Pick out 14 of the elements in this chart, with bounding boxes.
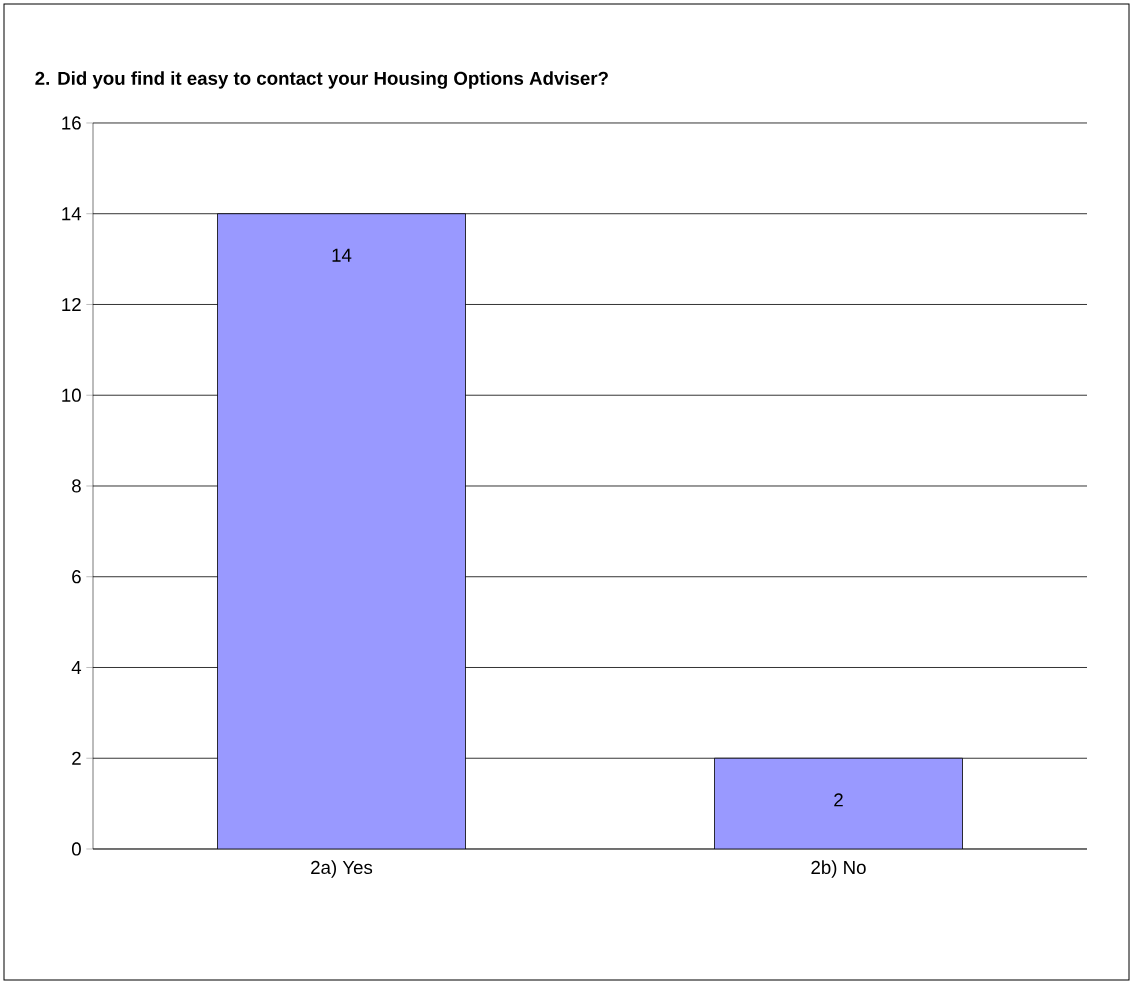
y-tick-label: 0	[71, 842, 81, 856]
data-label: 14	[332, 248, 352, 262]
y-tick-label: 8	[72, 479, 81, 493]
x-tick-label: 2a) Yes	[311, 860, 373, 878]
y-tick-label: 6	[72, 570, 81, 584]
y-tick-label: 4	[71, 661, 82, 674]
data-label: 2	[834, 793, 843, 807]
y-tick-label: 12	[62, 297, 81, 311]
y-tick-label: 10	[62, 388, 81, 402]
chart-title: 2. Did you find it easy to contact your Housing Options Adviser?	[35, 71, 608, 89]
y-tick-label: 16	[62, 116, 81, 130]
y-tick-label: 2	[72, 751, 81, 765]
x-tick-label: 2b) No	[811, 860, 866, 878]
y-tick-label: 14	[62, 207, 82, 221]
